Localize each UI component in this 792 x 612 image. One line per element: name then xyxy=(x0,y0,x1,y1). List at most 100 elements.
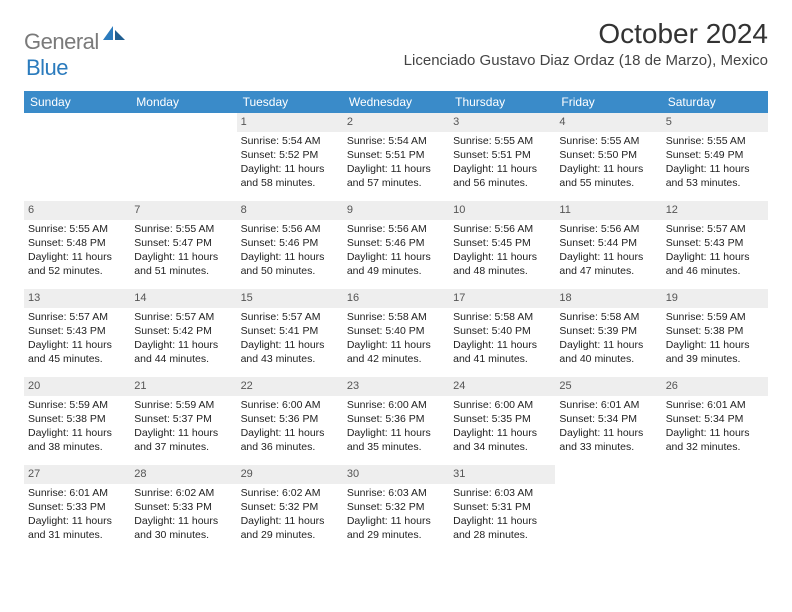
day-number: 8 xyxy=(237,201,343,220)
sunset-line: Sunset: 5:51 PM xyxy=(453,148,551,162)
daylight-line: Daylight: 11 hours and 33 minutes. xyxy=(559,426,657,454)
calendar-cell: 5 Sunrise: 5:55 AMSunset: 5:49 PMDaylight… xyxy=(662,113,768,201)
calendar-cell: 31 Sunrise: 6:03 AMSunset: 5:31 PMDayligh… xyxy=(449,465,555,553)
sunrise-line: Sunrise: 5:54 AM xyxy=(347,134,445,148)
daylight-line: Daylight: 11 hours and 31 minutes. xyxy=(28,514,126,542)
weekday-header: Saturday xyxy=(662,91,768,113)
day-details: Sunrise: 5:58 AMSunset: 5:40 PMDaylight:… xyxy=(347,310,445,367)
sunrise-line: Sunrise: 6:01 AM xyxy=(559,398,657,412)
calendar-body: 1Sunrise: 5:54 AMSunset: 5:52 PMDaylight… xyxy=(24,113,768,553)
day-number: 4 xyxy=(555,113,661,132)
day-number: 18 xyxy=(555,289,661,308)
day-number: 11 xyxy=(555,201,661,220)
day-number: 25 xyxy=(555,377,661,396)
calendar-cell: 24Sunrise: 6:00 AMSunset: 5:35 PMDayligh… xyxy=(449,377,555,465)
sunrise-line: Sunrise: 6:03 AM xyxy=(453,486,551,500)
day-number: 5 xyxy=(662,113,768,132)
sunset-line: Sunset: 5:51 PM xyxy=(347,148,445,162)
day-details: Sunrise: 6:01 AMSunset: 5:33 PMDaylight:… xyxy=(28,486,126,543)
title-block: October 2024 Licenciado Gustavo Diaz Ord… xyxy=(404,18,768,69)
day-number: 20 xyxy=(24,377,130,396)
sunset-line: Sunset: 5:36 PM xyxy=(347,412,445,426)
day-number: 24 xyxy=(449,377,555,396)
sunrise-line: Sunrise: 5:56 AM xyxy=(559,222,657,236)
day-number: 1 xyxy=(237,113,343,132)
day-details: Sunrise: 5:58 AMSunset: 5:39 PMDaylight:… xyxy=(559,310,657,367)
sunrise-line: Sunrise: 5:57 AM xyxy=(134,310,232,324)
day-details: Sunrise: 5:55 AMSunset: 5:50 PMDaylight:… xyxy=(559,134,657,191)
calendar-cell: 30Sunrise: 6:03 AMSunset: 5:32 PMDayligh… xyxy=(343,465,449,553)
day-number: 7 xyxy=(130,201,236,220)
sunrise-line: Sunrise: 6:01 AM xyxy=(28,486,126,500)
sunset-line: Sunset: 5:40 PM xyxy=(347,324,445,338)
daylight-line: Daylight: 11 hours and 40 minutes. xyxy=(559,338,657,366)
day-details: Sunrise: 5:59 AMSunset: 5:37 PMDaylight:… xyxy=(134,398,232,455)
logo: General xyxy=(24,24,105,59)
sunrise-line: Sunrise: 6:00 AM xyxy=(241,398,339,412)
calendar-cell: 8Sunrise: 5:56 AMSunset: 5:46 PMDaylight… xyxy=(237,201,343,289)
day-number: 31 xyxy=(449,465,555,484)
day-details: Sunrise: 5:55 AMSunset: 5:49 PMDaylight:… xyxy=(666,134,764,191)
day-number: 21 xyxy=(130,377,236,396)
calendar-cell: 26Sunrise: 6:01 AMSunset: 5:34 PMDayligh… xyxy=(662,377,768,465)
calendar-cell: 25Sunrise: 6:01 AMSunset: 5:34 PMDayligh… xyxy=(555,377,661,465)
day-number: 12 xyxy=(662,201,768,220)
daylight-line: Daylight: 11 hours and 50 minutes. xyxy=(241,250,339,278)
day-details: Sunrise: 5:59 AMSunset: 5:38 PMDaylight:… xyxy=(28,398,126,455)
daylight-line: Daylight: 11 hours and 52 minutes. xyxy=(28,250,126,278)
daylight-line: Daylight: 11 hours and 43 minutes. xyxy=(241,338,339,366)
calendar-cell: 14Sunrise: 5:57 AMSunset: 5:42 PMDayligh… xyxy=(130,289,236,377)
day-number: 19 xyxy=(662,289,768,308)
day-details: Sunrise: 6:00 AMSunset: 5:36 PMDaylight:… xyxy=(347,398,445,455)
day-number: 28 xyxy=(130,465,236,484)
sunrise-line: Sunrise: 5:59 AM xyxy=(134,398,232,412)
calendar-cell: 29Sunrise: 6:02 AMSunset: 5:32 PMDayligh… xyxy=(237,465,343,553)
weekday-header: Thursday xyxy=(449,91,555,113)
sunset-line: Sunset: 5:38 PM xyxy=(666,324,764,338)
day-details: Sunrise: 6:02 AMSunset: 5:33 PMDaylight:… xyxy=(134,486,232,543)
day-number: 30 xyxy=(343,465,449,484)
sunset-line: Sunset: 5:34 PM xyxy=(666,412,764,426)
calendar-page: General October 2024 Licenciado Gustavo … xyxy=(0,0,792,563)
calendar-cell: 20 Sunrise: 5:59 AMSunset: 5:38 PMDayligh… xyxy=(24,377,130,465)
day-details: Sunrise: 6:03 AMSunset: 5:31 PMDaylight:… xyxy=(453,486,551,543)
day-details: Sunrise: 5:55 AMSunset: 5:48 PMDaylight:… xyxy=(28,222,126,279)
sunrise-line: Sunrise: 5:55 AM xyxy=(28,222,126,236)
calendar-cell: 2Sunrise: 5:54 AMSunset: 5:51 PMDaylight… xyxy=(343,113,449,201)
sunset-line: Sunset: 5:35 PM xyxy=(453,412,551,426)
calendar-cell: 10Sunrise: 5:56 AMSunset: 5:45 PMDayligh… xyxy=(449,201,555,289)
daylight-line: Daylight: 11 hours and 36 minutes. xyxy=(241,426,339,454)
day-details: Sunrise: 5:54 AMSunset: 5:51 PMDaylight:… xyxy=(347,134,445,191)
calendar-cell: 19Sunrise: 5:59 AMSunset: 5:38 PMDayligh… xyxy=(662,289,768,377)
calendar-cell: 11Sunrise: 5:56 AMSunset: 5:44 PMDayligh… xyxy=(555,201,661,289)
sunrise-line: Sunrise: 5:56 AM xyxy=(453,222,551,236)
sunset-line: Sunset: 5:36 PM xyxy=(241,412,339,426)
day-number: 27 xyxy=(24,465,130,484)
logo-text-blue: Blue xyxy=(26,55,68,80)
calendar-cell: 1Sunrise: 5:54 AMSunset: 5:52 PMDaylight… xyxy=(237,113,343,201)
weekday-header: Wednesday xyxy=(343,91,449,113)
sunrise-line: Sunrise: 6:00 AM xyxy=(453,398,551,412)
sunrise-line: Sunrise: 5:55 AM xyxy=(559,134,657,148)
sunrise-line: Sunrise: 5:58 AM xyxy=(559,310,657,324)
day-number: 22 xyxy=(237,377,343,396)
day-details: Sunrise: 5:56 AMSunset: 5:46 PMDaylight:… xyxy=(347,222,445,279)
day-number: 9 xyxy=(343,201,449,220)
day-details: Sunrise: 5:55 AMSunset: 5:47 PMDaylight:… xyxy=(134,222,232,279)
weekday-header: Monday xyxy=(130,91,236,113)
calendar-cell: 16Sunrise: 5:58 AMSunset: 5:40 PMDayligh… xyxy=(343,289,449,377)
sunset-line: Sunset: 5:39 PM xyxy=(559,324,657,338)
daylight-line: Daylight: 11 hours and 49 minutes. xyxy=(347,250,445,278)
location: Licenciado Gustavo Diaz Ordaz (18 de Mar… xyxy=(404,52,768,69)
daylight-line: Daylight: 11 hours and 41 minutes. xyxy=(453,338,551,366)
day-number: 6 xyxy=(24,201,130,220)
daylight-line: Daylight: 11 hours and 47 minutes. xyxy=(559,250,657,278)
daylight-line: Daylight: 11 hours and 29 minutes. xyxy=(347,514,445,542)
sunset-line: Sunset: 5:47 PM xyxy=(134,236,232,250)
sunrise-line: Sunrise: 5:54 AM xyxy=(241,134,339,148)
sunrise-line: Sunrise: 5:58 AM xyxy=(347,310,445,324)
calendar-cell: 22 Sunrise: 6:00 AMSunset: 5:36 PMDayligh… xyxy=(237,377,343,465)
daylight-line: Daylight: 11 hours and 37 minutes. xyxy=(134,426,232,454)
sunrise-line: Sunrise: 5:57 AM xyxy=(241,310,339,324)
calendar-cell xyxy=(662,465,768,553)
